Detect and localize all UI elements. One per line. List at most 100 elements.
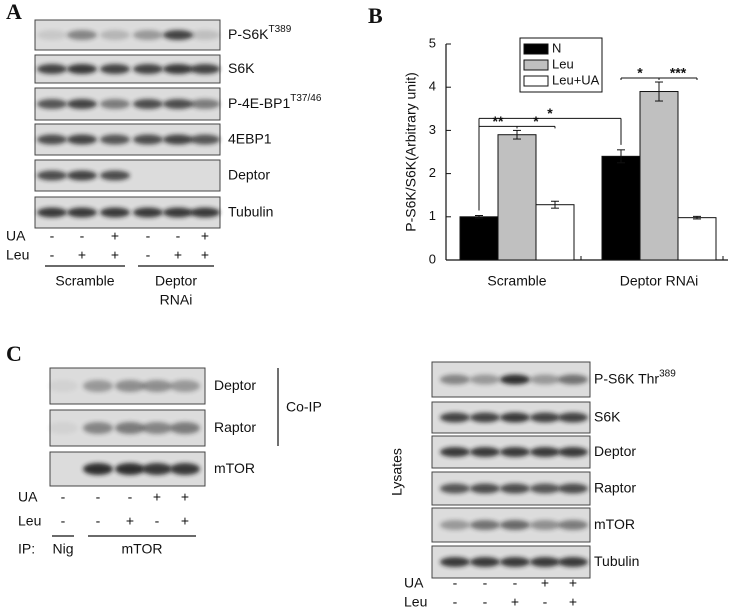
treatment-sign: + <box>201 247 209 263</box>
blot-band <box>163 30 193 40</box>
blot-superscript: 389 <box>659 368 676 379</box>
group-label: Deptor <box>155 273 197 289</box>
treatment-sign: - <box>513 575 518 591</box>
bar <box>639 91 679 261</box>
treatment-sign: + <box>181 489 189 505</box>
x-tick-label: Scramble <box>487 273 546 289</box>
treatment-sign: + <box>201 228 209 244</box>
ip-label: IP: <box>18 541 35 557</box>
legend-label: Leu+UA <box>552 72 600 87</box>
blot-label: Deptor <box>228 166 270 182</box>
blot-label: Raptor <box>594 479 636 495</box>
blot-band <box>100 99 130 109</box>
treatment-label: UA <box>18 489 38 505</box>
treatment-sign: - <box>80 228 85 244</box>
blot-band <box>470 412 500 423</box>
blot-band <box>142 463 172 475</box>
blot-label: Tubulin <box>594 553 639 569</box>
blot-name: mTOR <box>594 516 635 532</box>
treatment-label: Leu <box>18 513 41 529</box>
blot-band <box>500 374 530 385</box>
blot-band <box>37 170 67 181</box>
blot-label: P-4E-BP1T37/46 <box>228 93 322 111</box>
blot-superscript: T389 <box>268 24 291 35</box>
treatment-sign: + <box>511 594 519 610</box>
blot-name: Tubulin <box>594 553 639 569</box>
blot-band <box>115 380 145 392</box>
error-bar <box>475 215 483 219</box>
blot-band <box>500 483 530 494</box>
blot-band <box>133 64 163 74</box>
y-tick-label: 2 <box>429 165 436 180</box>
error-bar <box>693 215 701 220</box>
blot-band <box>67 207 97 218</box>
treatment-sign: + <box>569 575 577 591</box>
y-tick-label: 4 <box>429 79 436 94</box>
treatment-sign: + <box>111 247 119 263</box>
blot-band <box>190 134 220 145</box>
treatment-sign: + <box>111 228 119 244</box>
blot-label: Deptor <box>594 443 636 459</box>
blot-band <box>500 412 530 423</box>
treatment-sign: + <box>569 594 577 610</box>
blot-band <box>440 412 470 423</box>
blot-band <box>190 99 220 109</box>
co-ip-label: Co-IP <box>286 399 322 415</box>
blot-band <box>500 447 530 457</box>
treatment-sign: - <box>96 513 101 529</box>
ip-group-label: mTOR <box>122 541 163 557</box>
blot-band <box>530 520 560 530</box>
blot-band <box>558 412 588 423</box>
treatment-sign: - <box>50 228 55 244</box>
significance-label: *** <box>670 65 687 81</box>
blot-label: S6K <box>594 408 621 424</box>
blot-band <box>530 483 560 494</box>
treatment-sign: - <box>543 594 548 610</box>
blot-name: Raptor <box>594 479 636 495</box>
blot-band <box>100 207 130 218</box>
y-tick-label: 5 <box>429 35 436 50</box>
blot-band <box>100 30 130 40</box>
blot-band <box>83 463 113 475</box>
blot-band <box>558 520 588 530</box>
blot-label: Raptor <box>214 419 256 435</box>
blot-band <box>558 374 588 385</box>
blot-band <box>530 374 560 385</box>
blot-name: P-4E-BP1 <box>228 95 290 111</box>
y-axis-title: P-S6K/S6K(Arbitrary unit) <box>403 72 419 232</box>
blot-name: Deptor <box>214 377 256 393</box>
blot-band <box>530 412 560 423</box>
blot-band <box>558 557 588 567</box>
blot-band <box>530 557 560 567</box>
treatment-label: Leu <box>6 247 29 263</box>
x-tick-label: Deptor RNAi <box>620 273 699 289</box>
blot-band <box>83 422 113 434</box>
bar <box>677 217 717 261</box>
treatment-sign: + <box>126 513 134 529</box>
ip-group-label: Nig <box>52 541 73 557</box>
blot-label: 4EBP1 <box>228 130 272 146</box>
error-bar <box>655 81 663 102</box>
blot-band <box>470 557 500 567</box>
treatment-sign: + <box>153 489 161 505</box>
blot-band <box>190 207 220 218</box>
blot-band <box>67 30 97 40</box>
blot-band <box>440 374 470 385</box>
blot-band <box>170 463 200 475</box>
blot-band <box>440 483 470 494</box>
blot-band <box>67 134 97 145</box>
blot-band <box>558 447 588 457</box>
treatment-sign: - <box>483 575 488 591</box>
significance-bracket <box>516 125 556 129</box>
treatment-label: UA <box>404 575 424 591</box>
treatment-sign: - <box>61 513 66 529</box>
blot-band <box>470 447 500 457</box>
blot-band <box>83 380 113 392</box>
blot-name: P-S6K <box>228 26 269 42</box>
blot-name: Deptor <box>228 166 270 182</box>
treatment-sign: - <box>61 489 66 505</box>
blot-label: Tubulin <box>228 203 273 219</box>
treatment-sign: + <box>541 575 549 591</box>
panel-letter: A <box>6 0 22 24</box>
